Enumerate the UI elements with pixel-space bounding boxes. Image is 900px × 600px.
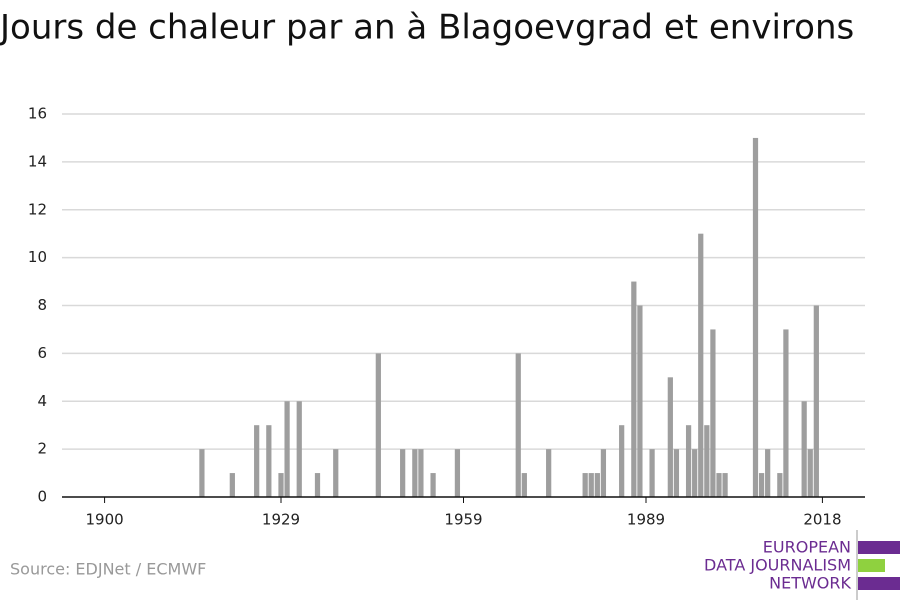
bar xyxy=(807,449,813,497)
bar xyxy=(546,449,552,497)
y-tick-label: 12 xyxy=(28,200,47,218)
bar xyxy=(649,449,655,497)
bar xyxy=(588,473,594,497)
source: Source: EDJNet / ECMWF xyxy=(10,560,206,579)
bar xyxy=(521,473,527,497)
bar xyxy=(777,473,783,497)
logo-bar xyxy=(858,559,885,572)
bar xyxy=(801,401,807,497)
bar xyxy=(400,449,406,497)
x-tick-label: 1989 xyxy=(627,511,665,529)
x-tick-label: 1959 xyxy=(444,511,482,529)
bar xyxy=(698,233,704,497)
bar xyxy=(266,425,272,497)
bar xyxy=(667,377,673,497)
bar xyxy=(594,473,600,497)
bar xyxy=(375,353,381,497)
bar xyxy=(314,473,321,497)
bar xyxy=(254,425,260,497)
bar xyxy=(765,449,771,497)
bar xyxy=(600,449,607,497)
logo-text: NETWORK xyxy=(769,574,851,593)
y-tick-label: 14 xyxy=(28,152,47,170)
y-tick-label: 16 xyxy=(28,105,47,123)
y-tick-label: 4 xyxy=(37,392,47,410)
logo-text: DATA JOURNALISM xyxy=(704,556,851,575)
logo-text: EUROPEAN xyxy=(763,538,851,557)
y-tick-label: 10 xyxy=(28,248,47,266)
bar xyxy=(199,449,205,497)
bar xyxy=(758,473,765,497)
bar xyxy=(333,449,339,497)
bar xyxy=(278,473,284,497)
chart-title: Jours de chaleur par an à Blagoevgrad et… xyxy=(0,8,854,48)
y-tick-label: 8 xyxy=(37,296,47,314)
y-tick-label: 0 xyxy=(37,488,47,506)
x-tick-label: 2018 xyxy=(803,511,841,529)
bar xyxy=(685,425,692,497)
bar xyxy=(631,281,637,497)
bar xyxy=(284,401,290,497)
bar xyxy=(296,401,302,497)
x-tick-label: 1900 xyxy=(85,511,123,529)
bar xyxy=(229,473,235,497)
bar xyxy=(813,305,819,497)
bar xyxy=(783,329,789,497)
bar xyxy=(692,449,698,497)
y-tick-label: 6 xyxy=(37,344,47,362)
logo-bar xyxy=(858,541,900,554)
bar xyxy=(418,449,424,497)
bar xyxy=(716,473,722,497)
bar xyxy=(637,305,643,497)
logo: EUROPEAN DATA JOURNALISM NETWORK xyxy=(704,530,900,600)
bar xyxy=(619,425,625,497)
bar xyxy=(454,449,461,497)
bar xyxy=(704,425,710,497)
bar xyxy=(710,329,716,497)
y-tick-label: 2 xyxy=(37,440,47,458)
bar xyxy=(673,449,680,497)
bar xyxy=(752,137,759,497)
bar xyxy=(582,473,588,497)
bar xyxy=(430,473,436,497)
x-tick-label: 1929 xyxy=(262,511,300,529)
bar xyxy=(515,353,521,497)
bar xyxy=(722,473,728,497)
logo-bar xyxy=(858,577,900,590)
bar xyxy=(412,449,418,497)
